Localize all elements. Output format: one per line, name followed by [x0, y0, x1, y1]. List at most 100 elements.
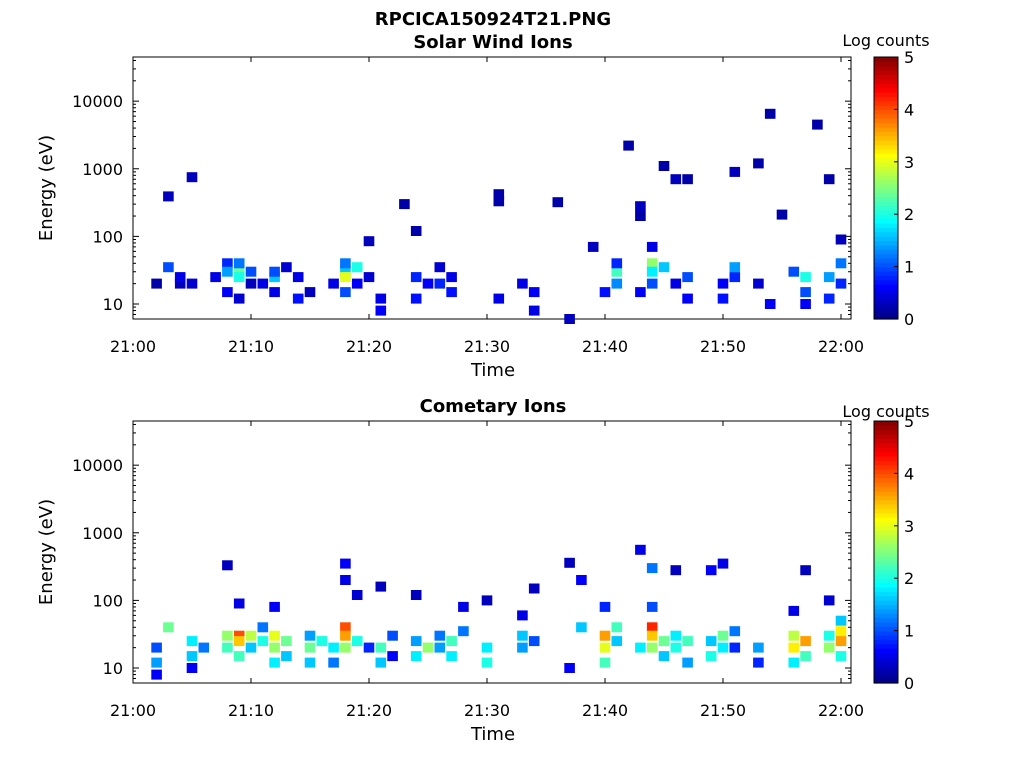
panel1-heatmap-cell [446, 272, 457, 283]
panel1-colorbar-tick-label: 3 [904, 153, 914, 172]
panel1-colorbar-segment [874, 266, 898, 272]
panel2-heatmap-cell [835, 615, 847, 626]
panel1-heatmap-cell [823, 272, 835, 283]
panel1-heatmap-cell [493, 189, 505, 200]
panel1-colorbar-segment [874, 126, 898, 132]
panel2-colorbar-segment [874, 565, 898, 571]
panel2-heatmap-cell [281, 651, 292, 662]
panel1-colorbar-segment [874, 205, 898, 211]
panel1-heatmap-cell [717, 293, 729, 304]
panel2-heatmap-cell [410, 636, 422, 647]
panel2-heatmap-cell [281, 636, 292, 647]
panel2-heatmap-cell [835, 636, 847, 647]
panel2-heatmap-cell [351, 590, 363, 600]
panel2-colorbar-segment [874, 482, 898, 488]
panel2-colorbar-segment [874, 447, 898, 453]
panel1-y-tick-label: 10 [103, 295, 123, 314]
panel1-colorbar-segment [874, 157, 898, 163]
panel1-heatmap-cell [670, 174, 682, 185]
panel1-x-tick-label: 21:10 [228, 337, 274, 356]
panel1-heatmap-cell [764, 108, 776, 119]
panel2-heatmap-cell [269, 642, 280, 653]
panel1-colorbar-tick-label: 1 [904, 258, 914, 277]
panel1-heatmap-cell [835, 278, 847, 289]
panel2-x-tick-label: 21:00 [110, 701, 156, 720]
panel1-heatmap-cell [422, 278, 434, 289]
panel1-colorbar-segment [874, 244, 898, 250]
panel2-colorbar-segment [874, 486, 898, 492]
panel2-heatmap-cell [257, 622, 269, 633]
panel1-heatmap-cell [233, 272, 245, 283]
panel1-colorbar-label: Log counts [842, 31, 929, 50]
panel2-colorbar-segment [874, 552, 898, 557]
panel1-colorbar-segment [874, 222, 898, 228]
panel1-colorbar-segment [874, 109, 898, 115]
panel2-heatmap-cell [823, 630, 835, 641]
panel2-heatmap-cell [800, 636, 811, 647]
panel1-heatmap-cell [835, 258, 847, 269]
panel1-colorbar-segment [874, 70, 898, 76]
panel1-colorbar-segment [874, 236, 898, 241]
panel2-heatmap-cell [340, 630, 351, 641]
panel2-colorbar-segment [874, 678, 898, 684]
panel2-colorbar-segment [874, 517, 898, 523]
panel1-heatmap-cell [233, 266, 245, 277]
panel1-heatmap-cell [328, 278, 339, 289]
panel2-heatmap-cell [222, 642, 233, 653]
panel2-colorbar-segment [874, 621, 898, 627]
panel1-colorbar-segment [874, 209, 898, 215]
panel2-heatmap-cell [800, 565, 811, 576]
panel1-chart: 21:00 21:10 21:20 21:30 21:40 21:50 22:0010100… [36, 31, 930, 381]
panel2-heatmap-cell [517, 642, 528, 653]
panel1-heatmap-cell [233, 258, 245, 269]
panel2-heatmap-cell [670, 630, 682, 641]
panel1-heatmap-cell [776, 209, 788, 220]
panel1-colorbar-segment [874, 161, 898, 167]
panel1-heatmap-cell [646, 258, 658, 269]
panel2-heatmap-cell [434, 630, 446, 641]
panel2-colorbar-segment [874, 525, 898, 531]
panel2-heatmap-cell [835, 626, 847, 637]
panel2-heatmap-cell [800, 651, 811, 662]
panel2-heatmap-cell [576, 575, 587, 585]
panel2-heatmap-cell [410, 590, 422, 600]
panel2-colorbar-segment [874, 521, 898, 527]
panel1-heatmap-cell [658, 161, 670, 171]
panel1-heatmap-cell [587, 241, 599, 252]
panel2-heatmap-cell [717, 630, 729, 641]
panel1-heatmap-cell [611, 278, 623, 289]
panel1-colorbar-segment [874, 310, 898, 316]
panel2-heatmap-cell [316, 636, 328, 647]
panel2-heatmap-cell [646, 563, 658, 574]
panel2-heatmap-cell [835, 651, 847, 662]
panel2-heatmap-cell [363, 642, 375, 653]
panel2-colorbar-segment [874, 648, 898, 654]
panel2-colorbar-segment [874, 573, 898, 579]
panel2-heatmap-cell [788, 630, 800, 641]
panel1-y-tick-label: 1000 [82, 160, 123, 179]
panel2-heatmap-cell [340, 642, 351, 653]
figure-title: RPCICA150924T21.PNG [375, 9, 611, 30]
panel2-heatmap-cell [328, 642, 339, 653]
panel2-colorbar-segment [874, 469, 898, 474]
panel1-heatmap-cell [351, 278, 363, 289]
panel2-heatmap-cell [646, 601, 658, 612]
panel1-heatmap-cell [446, 287, 457, 298]
panel2-heatmap-cell [729, 642, 741, 653]
panel2-colorbar-segment [874, 639, 898, 645]
panel2-heatmap-cell [458, 626, 469, 637]
panel2-colorbar-segment [874, 626, 898, 632]
panel1-heatmap-cell [410, 226, 422, 236]
panel2-colorbar-tick-label: 1 [904, 622, 914, 641]
panel1-colorbar-segment [874, 284, 898, 290]
panel1-heatmap-cell [564, 314, 575, 324]
panel2-colorbar-segment [874, 499, 898, 505]
panel1-colorbar-segment [874, 148, 898, 154]
panel1-heatmap-cell [269, 272, 280, 283]
panel2-heatmap-cell [599, 601, 611, 612]
panel2-heatmap-cell [528, 583, 540, 594]
panel2-colorbar-segment [874, 617, 898, 623]
panel2-colorbar-segment [874, 656, 898, 662]
panel2-colorbar-segment [874, 503, 898, 509]
panel1-heatmap-cell [269, 287, 280, 298]
